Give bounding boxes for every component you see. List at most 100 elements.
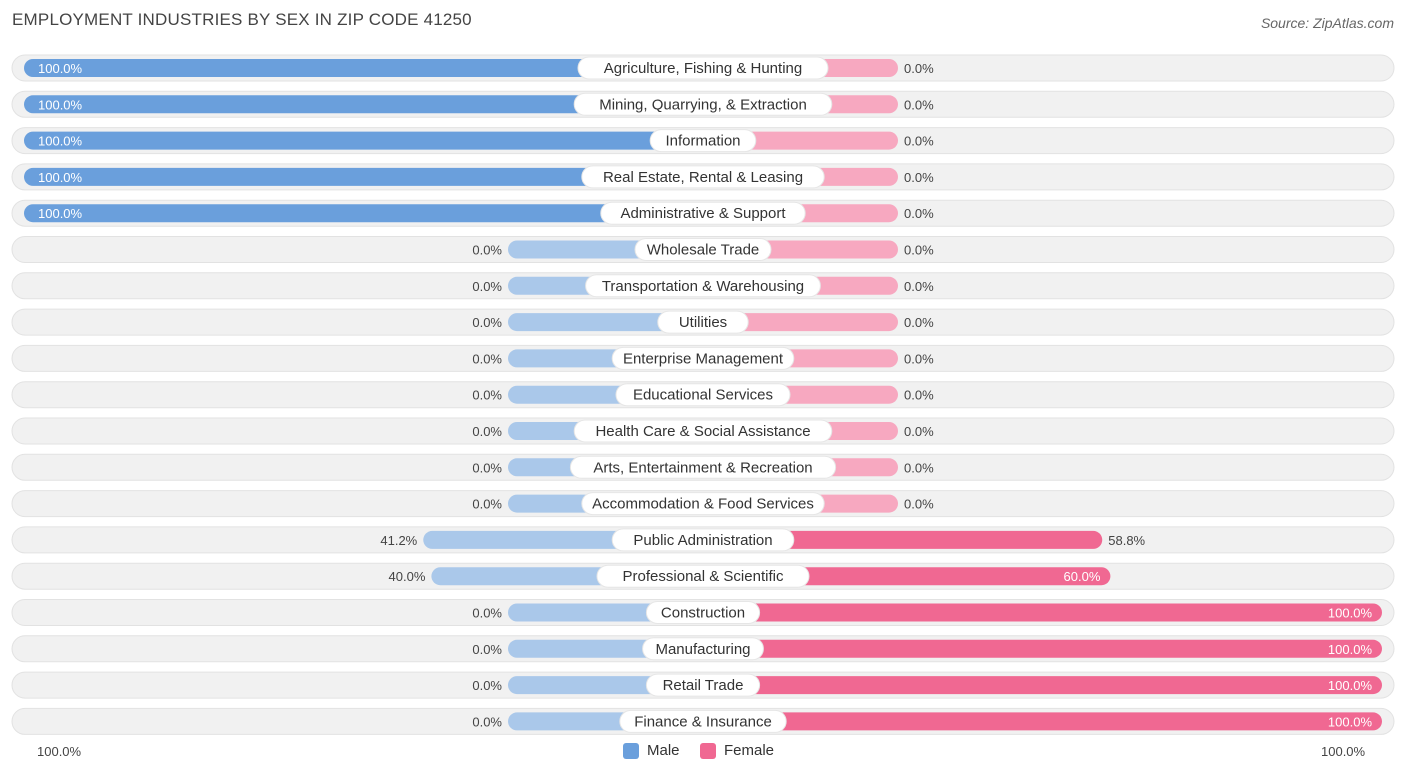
category-label-pill — [645, 673, 761, 697]
category-label-pill — [619, 709, 787, 733]
female-value-label: 60.0% — [1064, 569, 1101, 584]
male-bar — [24, 59, 703, 77]
category-label-pill — [645, 601, 761, 624]
category-label-pill — [634, 238, 772, 261]
female-value-label: 58.8% — [1108, 533, 1145, 548]
category-label-pill — [569, 455, 837, 479]
female-value-label: 0.0% — [904, 388, 934, 403]
male-value-label: 0.0% — [472, 606, 502, 621]
legend-swatch-female — [700, 742, 716, 759]
legend-label-female: Female — [724, 742, 775, 759]
male-value-label: 0.0% — [472, 279, 502, 294]
category-label-pill — [585, 274, 821, 298]
female-value-label: 100.0% — [1328, 606, 1373, 621]
female-bar — [703, 603, 1382, 622]
category-label-pill — [649, 129, 757, 153]
male-bar — [24, 131, 703, 150]
female-value-label: 0.0% — [904, 243, 934, 258]
category-label: Retail Trade — [663, 677, 744, 694]
chart-plot: 100.0% 0.0% Agriculture, Fishing & Hunting… — [11, 54, 1395, 735]
legend-label-male: Male — [647, 742, 680, 759]
category-label: Agriculture, Fishing & Hunting — [604, 60, 802, 77]
chart-legend: Male Female — [0, 740, 1406, 762]
chart-source: Source: ZipAtlas.com — [1260, 15, 1394, 31]
female-value-label: 0.0% — [904, 279, 934, 294]
category-label-pill — [657, 310, 749, 334]
category-label-pill — [577, 56, 829, 80]
male-value-label: 40.0% — [389, 569, 426, 584]
category-label-pill — [600, 201, 806, 225]
male-value-label: 100.0% — [38, 97, 83, 112]
category-label: Enterprise Management — [623, 350, 784, 367]
female-value-label: 100.0% — [1328, 714, 1373, 729]
female-value-label: 0.0% — [904, 206, 934, 221]
category-label: Construction — [661, 605, 745, 622]
male-bar — [24, 95, 703, 114]
male-value-label: 0.0% — [472, 714, 502, 729]
male-value-label: 100.0% — [38, 170, 83, 185]
category-label: Mining, Quarrying, & Extraction — [599, 96, 807, 113]
category-label: Arts, Entertainment & Recreation — [593, 459, 812, 476]
category-label-pill — [611, 528, 795, 552]
female-value-label: 100.0% — [1328, 678, 1373, 693]
female-bar — [703, 712, 1382, 731]
category-label: Educational Services — [633, 387, 773, 404]
male-value-label: 0.0% — [472, 315, 502, 330]
male-value-label: 41.2% — [380, 533, 417, 548]
category-label: Administrative & Support — [620, 205, 786, 222]
category-label: Transportation & Warehousing — [602, 278, 804, 295]
female-value-label: 100.0% — [1328, 642, 1373, 657]
category-label: Information — [665, 133, 740, 150]
category-label: Professional & Scientific — [623, 568, 784, 585]
category-label: Accommodation & Food Services — [592, 496, 814, 513]
male-value-label: 0.0% — [472, 678, 502, 693]
female-value-label: 0.0% — [904, 315, 934, 330]
axis-left-label: 100.0% — [37, 744, 82, 759]
category-label-pill — [573, 92, 833, 116]
chart-title: EMPLOYMENT INDUSTRIES BY SEX IN ZIP CODE… — [12, 10, 472, 29]
female-bar — [703, 530, 1103, 549]
legend-item-female: Female — [700, 742, 774, 759]
male-value-label: 0.0% — [472, 642, 502, 657]
male-bar — [24, 167, 703, 186]
male-value-label: 0.0% — [472, 388, 502, 403]
male-bar — [24, 204, 703, 223]
male-value-label: 100.0% — [38, 61, 83, 76]
female-value-label: 0.0% — [904, 97, 934, 112]
male-value-label: 0.0% — [472, 424, 502, 439]
category-label-pill — [642, 637, 764, 661]
male-value-label: 0.0% — [472, 497, 502, 512]
category-label-pill — [581, 165, 825, 189]
male-value-label: 100.0% — [38, 206, 83, 221]
male-bar — [508, 313, 703, 332]
female-value-label: 0.0% — [904, 497, 934, 512]
category-label: Manufacturing — [655, 641, 750, 658]
female-value-label: 0.0% — [904, 134, 934, 149]
category-label-pill — [581, 492, 825, 516]
category-label: Utilities — [679, 314, 727, 331]
legend-item-male: Male — [623, 742, 680, 759]
female-bar — [703, 313, 898, 332]
category-label: Public Administration — [633, 532, 772, 549]
female-value-label: 0.0% — [904, 351, 934, 366]
category-label: Health Care & Social Assistance — [595, 423, 810, 440]
category-label-pill — [596, 564, 810, 588]
category-label: Finance & Insurance — [634, 713, 772, 730]
male-value-label: 0.0% — [472, 460, 502, 475]
category-label-pill — [611, 346, 795, 370]
male-value-label: 100.0% — [38, 134, 83, 149]
category-label: Real Estate, Rental & Leasing — [603, 169, 803, 186]
female-bar — [703, 676, 1382, 695]
female-value-label: 0.0% — [904, 61, 934, 76]
axis-right-label: 100.0% — [1321, 744, 1366, 759]
female-bar — [703, 639, 1382, 658]
male-value-label: 0.0% — [472, 351, 502, 366]
category-label-pill — [615, 383, 791, 407]
legend-swatch-male — [623, 742, 639, 759]
male-value-label: 0.0% — [472, 243, 502, 258]
category-label: Wholesale Trade — [647, 242, 760, 259]
female-value-label: 0.0% — [904, 424, 934, 439]
female-value-label: 0.0% — [904, 460, 934, 475]
female-value-label: 0.0% — [904, 170, 934, 185]
category-label-pill — [573, 419, 833, 443]
